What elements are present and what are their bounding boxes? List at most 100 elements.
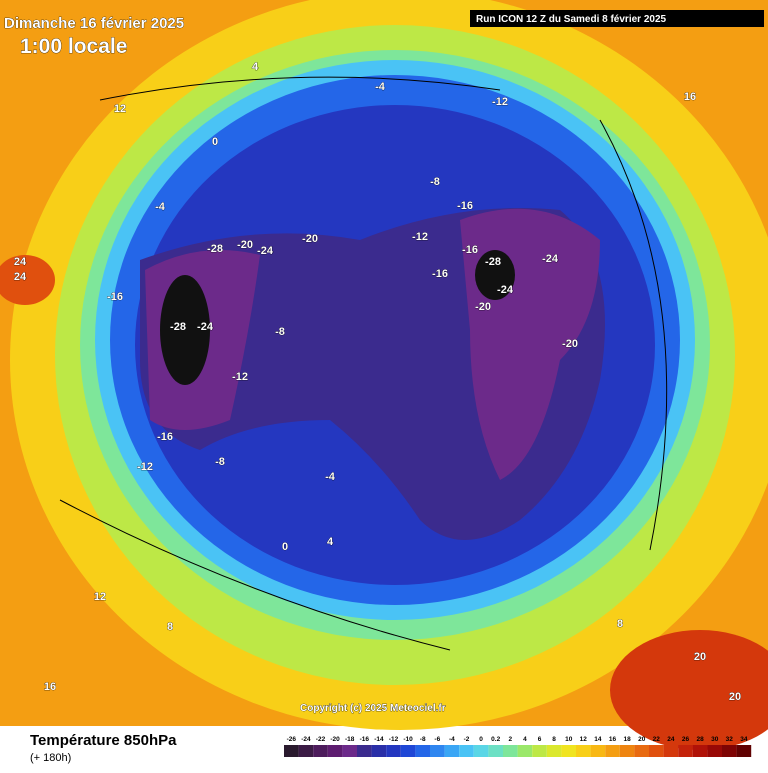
colorbar-tick-label: -4 [449, 736, 455, 743]
colorbar-tick-label: -16 [360, 736, 370, 743]
contour-label: 16 [684, 91, 696, 103]
contour-label: -20 [562, 338, 578, 350]
colorbar-tick-label: 8 [552, 736, 556, 743]
colorbar-tick-label: 32 [726, 736, 734, 743]
contour-label: -28 [207, 243, 223, 255]
colorbar-tick-label: -2 [464, 736, 470, 743]
colorbar-swatch [313, 745, 328, 757]
colorbar-tick-label: -6 [434, 736, 440, 743]
colorbar-tick-label: 4 [523, 736, 527, 743]
colorbar-tick-label: 30 [711, 736, 719, 743]
contour-label: -12 [137, 461, 153, 473]
contour-label: -24 [542, 253, 559, 265]
contour-label: -4 [155, 201, 166, 213]
contour-label: -20 [237, 239, 253, 251]
contour-label: -28 [485, 256, 501, 268]
colorbar-swatch [678, 745, 693, 757]
contour-label: 24 [14, 271, 27, 283]
colorbar-tick-label: -12 [389, 736, 399, 743]
colorbar-tick-label: 14 [594, 736, 602, 743]
contour-labels: -28 -24 -28 -20 -20 -24 -16 -12 -8 -4 -16 -12 -8 -4 0 4… [14, 61, 742, 704]
warm-west [0, 255, 55, 305]
colorbar-swatch [576, 745, 591, 757]
contour-label: -24 [257, 245, 274, 257]
colorbar-tick-label: -22 [316, 736, 326, 743]
parameter: Température 850hPa [30, 732, 177, 749]
colorbar-tick-label: 22 [653, 736, 661, 743]
colorbar-swatch [707, 745, 722, 757]
colorbar-tick-label: 0.2 [491, 736, 500, 743]
contour-label: -12 [412, 231, 428, 243]
colorbar-swatch [284, 745, 299, 757]
colorbar-swatch [430, 745, 445, 757]
colorbar-swatch [517, 745, 533, 757]
contour-label: -8 [430, 176, 440, 188]
colorbar-tick-label: 26 [682, 736, 690, 743]
contour-label: -16 [462, 244, 478, 256]
colorbar-tick-label: 34 [740, 736, 748, 743]
colorbar-tick-label: 0 [479, 736, 483, 743]
contour-label: -8 [275, 326, 285, 338]
coastline [59, 76, 668, 651]
contour-label: -20 [302, 233, 318, 245]
contour-label: -8 [215, 456, 225, 468]
run-banner [470, 10, 764, 27]
colorbar-swatch [590, 745, 606, 757]
colorbar-swatch [342, 745, 357, 757]
colorbar-tick-label: -18 [345, 736, 355, 743]
contour-label: 20 [729, 691, 741, 703]
run-info: Run ICON 12 Z du Samedi 8 février 2025 [476, 14, 667, 25]
contour-label: 0 [282, 541, 288, 553]
contour-label: 20 [694, 651, 706, 663]
contour-label: 12 [94, 591, 106, 603]
core-west [160, 275, 210, 385]
colorbar-tick-label: 12 [580, 736, 588, 743]
colorbar-swatch [298, 745, 314, 757]
colorbar-swatch [634, 745, 649, 757]
contour-label: -4 [325, 471, 336, 483]
colorbar: -26 -24 -22 -20 -18 -16 -14 -12 -10 -8 -6 -4 -2 0 0.2 2… [284, 736, 752, 757]
contour-label: 0 [212, 136, 218, 148]
colorbar-tick-label: -26 [287, 736, 297, 743]
colorbar-swatch [503, 745, 518, 757]
map: -28 -24-28 -20 -20-24-16-12-8-4 -16-12-8-404… [0, 0, 768, 750]
contour-label: 4 [252, 61, 259, 73]
contour-label: 4 [327, 536, 334, 548]
lead-time: (+ 180h) [30, 752, 71, 764]
colorbar-swatch [488, 745, 503, 757]
contour-label: -4 [375, 81, 386, 93]
colorbar-tick-label: 10 [565, 736, 573, 743]
colorbar-swatch [327, 745, 343, 757]
colorbar-tick-label: 2 [508, 736, 512, 743]
colorbar-swatch [532, 745, 547, 757]
contour-label: -16 [157, 431, 173, 443]
colorbar-tick-label: 28 [696, 736, 704, 743]
core-east [475, 250, 515, 300]
contour-label: -20 [475, 301, 491, 313]
copyright: Copyright (c) 2025 Meteociel.fr [300, 703, 446, 714]
colorbar-swatch [663, 745, 679, 757]
contour-label: -16 [107, 291, 123, 303]
colorbar-tick-label: -10 [403, 736, 413, 743]
colorbar-swatch [619, 745, 635, 757]
contour-label: -12 [232, 371, 248, 383]
local-time: 1:00 locale [20, 35, 127, 58]
contour-label: 16 [44, 681, 56, 693]
colorbar-tick-label: 18 [623, 736, 631, 743]
colorbar-tick-label: 24 [667, 736, 675, 743]
colorbar-tick-label: -14 [374, 736, 384, 743]
colorbar-swatch [459, 745, 474, 757]
contour-label: 8 [617, 618, 623, 630]
colorbar-tick-label: -20 [330, 736, 340, 743]
colorbar-tick-label: 6 [538, 736, 542, 743]
colorbar-tick-label: -24 [301, 736, 311, 743]
colorbar-swatch [546, 745, 562, 757]
colorbar-swatch [371, 745, 387, 757]
colorbar-swatch [444, 745, 460, 757]
colorbar-swatch [415, 745, 430, 757]
contour-label: 24 [14, 256, 27, 268]
contour-label: -16 [457, 200, 473, 212]
contour-label: -28 [170, 321, 186, 333]
contour-label: -24 [497, 284, 514, 296]
